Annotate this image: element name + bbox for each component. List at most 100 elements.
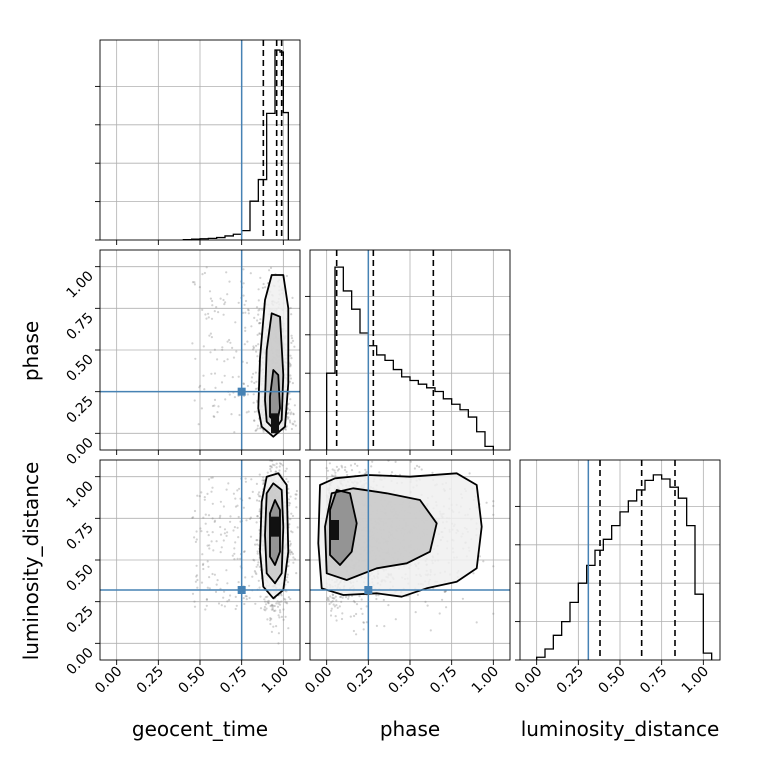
scatter-point bbox=[258, 491, 260, 493]
scatter-point bbox=[295, 572, 297, 574]
scatter-point bbox=[249, 597, 251, 599]
scatter-point bbox=[277, 642, 279, 644]
hist-bin bbox=[275, 50, 280, 240]
scatter-point bbox=[202, 517, 204, 519]
scatter-point bbox=[356, 465, 358, 467]
scatter-point bbox=[277, 606, 279, 608]
scatter-point bbox=[293, 413, 295, 415]
scatter-point bbox=[196, 579, 198, 581]
scatter-point bbox=[224, 375, 226, 377]
scatter-point bbox=[211, 300, 213, 302]
scatter-point bbox=[245, 478, 247, 480]
scatter-point bbox=[259, 587, 261, 589]
scatter-point bbox=[330, 601, 332, 603]
hist-bin bbox=[645, 480, 653, 660]
scatter-point bbox=[254, 544, 256, 546]
scatter-point bbox=[245, 481, 247, 483]
scatter-point bbox=[234, 498, 236, 500]
hist-bin bbox=[452, 404, 460, 450]
scatter-point bbox=[237, 527, 239, 529]
scatter-point bbox=[202, 568, 204, 570]
scatter-point bbox=[287, 627, 289, 629]
scatter-point bbox=[276, 463, 278, 465]
scatter-point bbox=[220, 501, 222, 503]
scatter-point bbox=[229, 515, 231, 517]
scatter-point bbox=[344, 466, 346, 468]
scatter-point bbox=[207, 313, 209, 315]
hist-bin bbox=[343, 291, 351, 450]
scatter-point bbox=[203, 388, 205, 390]
hist-bin bbox=[460, 410, 468, 450]
scatter-point bbox=[244, 330, 246, 332]
scatter-point bbox=[209, 351, 211, 353]
scatter-point bbox=[226, 535, 228, 537]
hist-bin bbox=[603, 539, 611, 660]
scatter-point bbox=[194, 358, 196, 360]
scatter-point bbox=[287, 574, 289, 576]
scatter-point bbox=[235, 596, 237, 598]
scatter-point bbox=[201, 582, 203, 584]
scatter-point bbox=[341, 618, 343, 620]
scatter-point bbox=[206, 493, 208, 495]
scatter-point bbox=[259, 318, 261, 320]
scatter-point bbox=[289, 518, 291, 520]
hist-bin bbox=[468, 417, 476, 450]
scatter-point bbox=[350, 464, 352, 466]
hist-bin bbox=[485, 446, 493, 450]
scatter-point bbox=[256, 319, 258, 321]
scatter-point bbox=[346, 474, 348, 476]
scatter-point bbox=[214, 349, 216, 351]
scatter-point bbox=[227, 341, 229, 343]
scatter-point bbox=[253, 402, 255, 404]
scatter-point bbox=[235, 506, 237, 508]
scatter-point bbox=[217, 579, 219, 581]
scatter-point bbox=[205, 318, 207, 320]
scatter-point bbox=[492, 613, 494, 615]
scatter-point bbox=[430, 629, 432, 631]
scatter-point bbox=[288, 523, 290, 525]
scatter-point bbox=[289, 421, 291, 423]
scatter-point bbox=[424, 601, 426, 603]
scatter-point bbox=[250, 478, 252, 480]
scatter-point bbox=[410, 461, 412, 463]
scatter-point bbox=[290, 313, 292, 315]
scatter-point bbox=[289, 398, 291, 400]
scatter-point bbox=[279, 611, 281, 613]
scatter-point bbox=[263, 283, 265, 285]
scatter-point bbox=[244, 304, 246, 306]
scatter-point bbox=[256, 306, 258, 308]
scatter-point bbox=[201, 309, 203, 311]
scatter-point bbox=[229, 342, 231, 344]
scatter-point bbox=[288, 596, 290, 598]
hist-bin bbox=[670, 487, 678, 660]
scatter-point bbox=[486, 502, 488, 504]
scatter-point bbox=[282, 608, 284, 610]
scatter-point bbox=[222, 299, 224, 301]
scatter-point bbox=[220, 551, 222, 553]
scatter-point bbox=[234, 541, 236, 543]
scatter-point bbox=[271, 631, 273, 633]
scatter-point bbox=[383, 599, 385, 601]
scatter-point bbox=[361, 598, 363, 600]
scatter-point bbox=[335, 615, 337, 617]
scatter-point bbox=[265, 603, 267, 605]
scatter-point bbox=[208, 316, 210, 318]
scatter-point bbox=[245, 595, 247, 597]
scatter-point bbox=[207, 560, 209, 562]
scatter-point bbox=[289, 381, 291, 383]
scatter-point bbox=[210, 373, 212, 375]
scatter-point bbox=[256, 566, 258, 568]
scatter-point bbox=[383, 625, 385, 627]
scatter-point bbox=[264, 286, 266, 288]
scatter-point bbox=[208, 544, 210, 546]
x-axis-label-luminosity-distance: luminosity_distance bbox=[521, 717, 720, 741]
scatter-point bbox=[351, 469, 353, 471]
scatter-point bbox=[260, 607, 262, 609]
scatter-point bbox=[257, 553, 259, 555]
scatter-point bbox=[289, 419, 291, 421]
scatter-point bbox=[274, 610, 276, 612]
scatter-point bbox=[199, 527, 201, 529]
scatter-point bbox=[287, 565, 289, 567]
hist-bin bbox=[662, 479, 670, 660]
scatter-point bbox=[283, 619, 285, 621]
